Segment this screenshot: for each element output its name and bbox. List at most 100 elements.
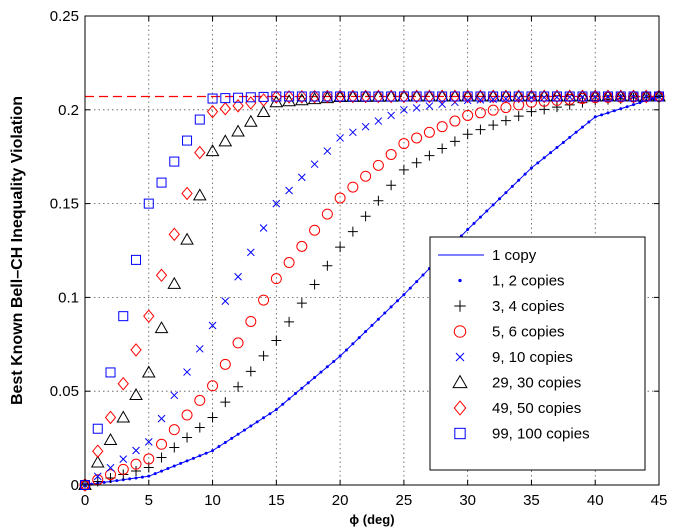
marker-x xyxy=(157,414,166,423)
legend: 1 copy 1, 2 copies 3, 4 copies 5, 6 copies 9… xyxy=(429,236,646,471)
marker-square xyxy=(335,91,346,102)
marker-square xyxy=(577,91,588,102)
marker-circle xyxy=(194,394,206,406)
marker-square xyxy=(373,91,384,102)
marker-dot xyxy=(319,370,323,374)
marker-square xyxy=(526,91,537,102)
marker-square xyxy=(105,367,116,378)
marker-diamond xyxy=(538,89,550,104)
marker-x xyxy=(425,102,434,110)
marker-square xyxy=(513,91,524,102)
marker-diamond xyxy=(525,89,538,104)
marker-dot xyxy=(631,103,635,107)
marker-square xyxy=(628,91,639,102)
marker-circle xyxy=(296,240,308,252)
marker-diamond xyxy=(589,89,601,104)
marker-dot xyxy=(191,456,195,460)
marker-circle xyxy=(436,121,448,133)
marker-plus xyxy=(488,120,499,131)
marker-triangle xyxy=(256,105,271,118)
marker-square xyxy=(360,91,371,102)
marker-x xyxy=(361,122,370,131)
marker-dot xyxy=(262,416,266,420)
marker-circle xyxy=(219,358,231,370)
marker-square xyxy=(615,91,626,102)
marker-square xyxy=(271,91,282,102)
marker-plus xyxy=(500,115,511,126)
marker-dot xyxy=(504,191,508,195)
marker-x xyxy=(310,160,319,169)
marker-dot xyxy=(179,461,183,465)
marker-dot xyxy=(249,424,253,428)
marker-dot xyxy=(198,454,202,458)
marker-circle xyxy=(156,438,168,450)
marker-square xyxy=(182,135,193,146)
marker-diamond xyxy=(551,89,563,104)
marker-square xyxy=(564,91,575,102)
y-tick-label: 0.25 xyxy=(50,8,79,25)
marker-plus xyxy=(475,124,486,135)
marker-dot xyxy=(612,109,616,113)
marker-dot xyxy=(619,107,623,111)
marker-dot xyxy=(160,469,164,473)
marker-dot xyxy=(306,381,310,385)
y-tick-label: 0.2 xyxy=(58,102,79,119)
marker-dot xyxy=(338,354,342,358)
marker-x xyxy=(144,437,153,446)
marker-dot xyxy=(651,97,655,101)
marker-square xyxy=(296,91,307,102)
marker-square xyxy=(590,91,601,102)
marker-x xyxy=(374,117,383,125)
series xyxy=(79,89,665,492)
marker-dot xyxy=(293,392,297,396)
marker-square xyxy=(143,198,154,209)
marker-triangle xyxy=(452,374,468,389)
marker-circle xyxy=(258,294,270,306)
marker-square xyxy=(156,177,167,188)
marker-x xyxy=(272,199,281,208)
marker-plus xyxy=(156,452,167,463)
marker-x xyxy=(234,272,242,281)
marker-circle xyxy=(500,102,512,114)
marker-x xyxy=(455,352,465,362)
marker-dot xyxy=(230,436,234,440)
marker-square xyxy=(207,93,218,104)
marker-square xyxy=(169,156,180,167)
marker-square xyxy=(258,91,269,102)
marker-dot xyxy=(211,449,215,453)
marker-plus xyxy=(284,316,295,327)
marker-diamond xyxy=(334,89,346,104)
marker-diamond xyxy=(117,376,129,391)
marker-circle xyxy=(462,109,474,121)
marker-plus xyxy=(411,157,422,168)
marker-circle xyxy=(283,257,295,269)
marker-dot xyxy=(153,472,157,476)
marker-triangle xyxy=(154,321,169,334)
marker-circle xyxy=(360,170,372,182)
marker-circle xyxy=(245,315,257,327)
marker-circle xyxy=(130,458,142,470)
marker-circle xyxy=(270,273,282,285)
y-axis-title: Best Known Bell–CH Inequality Violation xyxy=(9,96,26,405)
marker-circle xyxy=(372,159,384,171)
marker-x xyxy=(170,391,179,400)
marker-diamond xyxy=(359,89,372,104)
marker-plus xyxy=(131,466,142,477)
marker-plus xyxy=(513,111,524,122)
marker-circle xyxy=(423,126,435,138)
marker-diamond xyxy=(143,309,155,323)
marker-diamond xyxy=(436,89,448,104)
marker-dot xyxy=(128,477,132,481)
marker-square xyxy=(449,91,460,102)
marker-triangle xyxy=(192,188,207,201)
marker-circle xyxy=(181,409,193,421)
marker-triangle xyxy=(141,365,156,378)
marker-dot xyxy=(185,459,189,463)
marker-triangle xyxy=(333,90,347,103)
x-tick-label: 10 xyxy=(204,492,221,509)
marker-x xyxy=(400,105,408,114)
marker-dot xyxy=(549,151,553,155)
marker-dot xyxy=(542,156,546,160)
marker-dot xyxy=(580,125,584,129)
marker-plus xyxy=(462,129,473,140)
